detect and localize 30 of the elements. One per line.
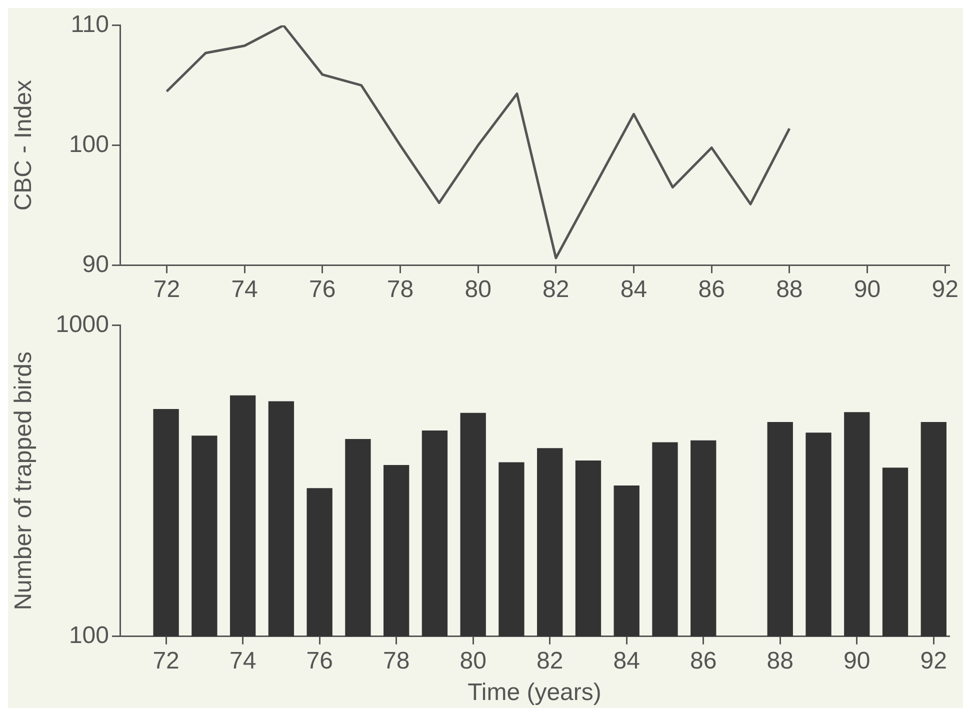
x-tick-label: 76 <box>306 647 333 674</box>
y-tick-label: 110 <box>70 11 109 38</box>
x-tick-label: 82 <box>542 276 570 304</box>
x-tick-label: 90 <box>844 647 870 674</box>
x-tick-label: 72 <box>153 276 180 304</box>
y-tick-label: 90 <box>82 250 109 278</box>
x-tick-label: 88 <box>776 276 803 304</box>
x-tick-label: 86 <box>690 647 717 674</box>
x-tick-label: 76 <box>309 276 336 304</box>
x-tick-label: 72 <box>152 647 180 674</box>
x-tick-label: 84 <box>620 276 648 304</box>
x-axis-title: Time (years) <box>468 679 602 706</box>
y-tick-label: 100 <box>68 130 109 158</box>
x-tick-label: 78 <box>386 276 414 304</box>
x-tick-label: 90 <box>854 276 881 304</box>
x-tick-label: 82 <box>536 647 564 674</box>
x-tick-label: 74 <box>231 276 258 304</box>
x-tick-label: 78 <box>382 647 410 674</box>
x-tick-label: 92 <box>920 647 947 674</box>
x-tick-label: 74 <box>229 647 256 674</box>
x-tick-label: 84 <box>613 647 640 674</box>
x-tick-label: 88 <box>766 647 794 674</box>
y-axis-title: Number of trapped birds <box>10 352 38 610</box>
x-tick-label: 80 <box>464 276 492 304</box>
x-tick-label: 92 <box>932 276 958 304</box>
x-tick-label: 86 <box>698 276 725 304</box>
y-axis-title: CBC - Index <box>10 80 38 211</box>
x-tick-label: 80 <box>460 647 486 674</box>
y-tick-label: 1000 <box>56 311 109 338</box>
y-tick-label: 100 <box>68 622 109 650</box>
